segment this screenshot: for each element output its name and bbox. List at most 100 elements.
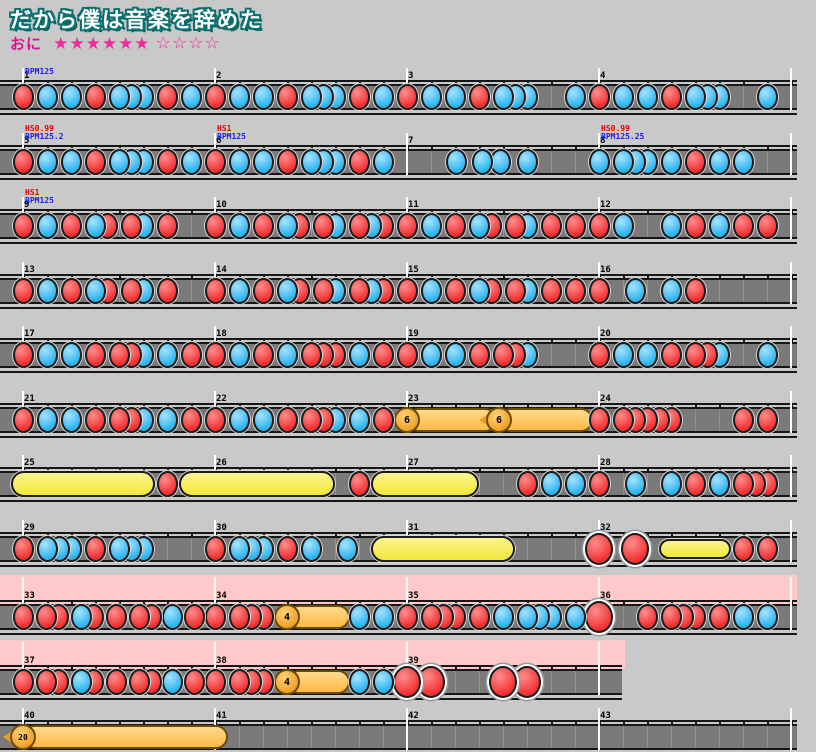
ka-note: [252, 407, 274, 433]
balloon-head: 6: [394, 407, 420, 433]
drumroll: [11, 471, 155, 497]
measure-number: 10: [216, 200, 227, 210]
don-note: [105, 669, 127, 695]
ka-note: [60, 407, 82, 433]
don-note: [204, 213, 226, 239]
measure-number: 14: [216, 265, 227, 275]
don-note: [204, 342, 226, 368]
lane-bottom-line: [0, 178, 797, 180]
ka-note: [492, 84, 514, 110]
balloon-count: 4: [283, 676, 291, 688]
don-note: [156, 84, 178, 110]
bpm-label: BPM125: [25, 196, 54, 205]
big-don-note: [417, 666, 445, 698]
ka-note: [60, 342, 82, 368]
don-note: [732, 407, 754, 433]
ka-note: [180, 149, 202, 175]
ka-note: [420, 213, 442, 239]
ka-note: [612, 213, 634, 239]
don-note: [300, 342, 322, 368]
measure-number: 32: [600, 523, 611, 533]
don-note: [588, 84, 610, 110]
ka-note: [36, 342, 58, 368]
ka-note: [636, 342, 658, 368]
gogo-time-bar: [0, 575, 797, 604]
measure-number: 41: [216, 711, 227, 721]
don-note: [108, 342, 130, 368]
ka-note: [660, 471, 682, 497]
beat-ruler: [0, 209, 797, 211]
hs-label: HS0.99: [601, 124, 630, 133]
don-note: [684, 342, 706, 368]
stars-empty: ☆☆☆☆: [155, 33, 221, 54]
don-note: [492, 342, 514, 368]
don-note: [120, 278, 142, 304]
drumroll: [371, 471, 479, 497]
measure-barline: [598, 642, 600, 695]
measure-barline: [790, 455, 792, 497]
measure-number: 31: [408, 523, 419, 533]
don-note: [12, 149, 34, 175]
stars-filled: ★★★★★★: [53, 33, 151, 54]
bpm-label: BPM125.25: [601, 132, 645, 141]
don-note: [156, 471, 178, 497]
don-note: [588, 213, 610, 239]
ka-note: [516, 149, 538, 175]
don-note: [312, 278, 334, 304]
don-note: [468, 604, 490, 630]
beat-ruler: [0, 145, 797, 147]
balloon-body: [499, 408, 593, 432]
ka-note: [108, 536, 130, 562]
ka-note: [660, 213, 682, 239]
ka-note: [70, 604, 92, 630]
lane-bottom-line: [0, 698, 622, 700]
don-note: [204, 278, 226, 304]
bpm-label: BPM125: [217, 132, 246, 141]
ka-note: [708, 471, 730, 497]
ka-note: [36, 213, 58, 239]
don-note: [276, 536, 298, 562]
don-note: [204, 604, 226, 630]
ka-note: [420, 278, 442, 304]
ka-note: [36, 407, 58, 433]
don-note: [732, 471, 754, 497]
don-note: [12, 342, 34, 368]
don-note: [12, 669, 34, 695]
don-note: [180, 407, 202, 433]
measure-number: 3: [408, 71, 414, 81]
don-note: [108, 407, 130, 433]
don-note: [540, 213, 562, 239]
measure-number: 8: [600, 136, 606, 146]
balloon-head: 4: [274, 604, 300, 630]
ka-note: [228, 342, 250, 368]
gogo-time-bar: [0, 640, 625, 669]
don-note: [12, 84, 34, 110]
ka-note: [161, 604, 183, 630]
don-note: [564, 278, 586, 304]
balloon-head: 6: [486, 407, 512, 433]
ka-note: [84, 278, 106, 304]
big-don-note: [585, 533, 613, 565]
don-note: [12, 407, 34, 433]
don-note: [204, 407, 226, 433]
balloon-head: 4: [274, 669, 300, 695]
ka-note: [228, 84, 250, 110]
lane-bottom-line: [0, 242, 797, 244]
balloon-head: 20: [10, 724, 36, 750]
ka-note: [70, 669, 92, 695]
ka-note: [468, 213, 490, 239]
ka-note: [468, 278, 490, 304]
don-note: [684, 278, 706, 304]
measure-barline: [790, 262, 792, 304]
don-note: [756, 213, 778, 239]
bpm-label: BPM125.2: [25, 132, 64, 141]
ka-note: [156, 407, 178, 433]
big-don-note: [621, 533, 649, 565]
beat-ticks: [0, 469, 797, 472]
don-note: [204, 84, 226, 110]
ka-note: [420, 342, 442, 368]
measure-barline: [790, 708, 792, 750]
lane-bottom-line: [0, 113, 797, 115]
don-note: [276, 149, 298, 175]
don-note: [468, 342, 490, 368]
